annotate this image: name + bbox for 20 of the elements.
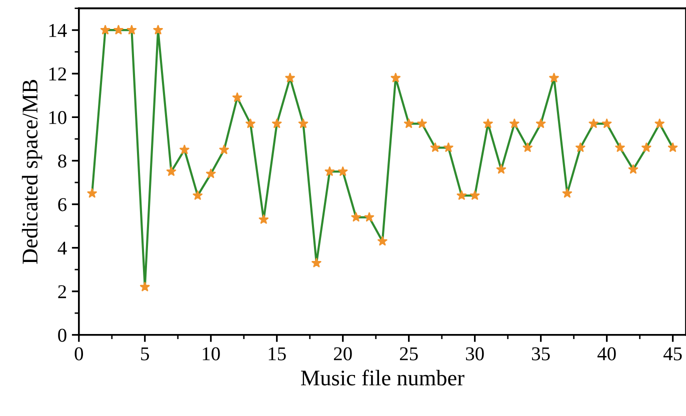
x-tick-label: 0 [74, 347, 84, 360]
y-tick-label: 14 [49, 24, 67, 37]
x-tick-label: 10 [202, 347, 220, 360]
y-tick-label: 4 [58, 242, 67, 255]
x-tick-label: 35 [532, 347, 550, 360]
y-tick-label: 2 [58, 285, 66, 298]
y-tick-label: 0 [58, 328, 66, 342]
y-tick-label: 12 [49, 68, 66, 80]
x-tick-label: 40 [597, 347, 616, 360]
y-tick-label: 6 [58, 198, 67, 212]
y-tick-label: 8 [58, 154, 66, 168]
y-tick-label: 10 [49, 110, 66, 124]
x-tick-label: 15 [268, 347, 286, 360]
x-tick-label: 25 [400, 347, 418, 360]
x-tick-label: 20 [334, 347, 352, 360]
x-tick-label: 30 [466, 347, 484, 360]
x-tick-label: 5 [141, 347, 149, 360]
x-tick-label: 45 [663, 347, 682, 360]
y-axis-title: Dedicated space/MB [22, 80, 42, 264]
x-axis-title: Music file number [301, 370, 464, 386]
